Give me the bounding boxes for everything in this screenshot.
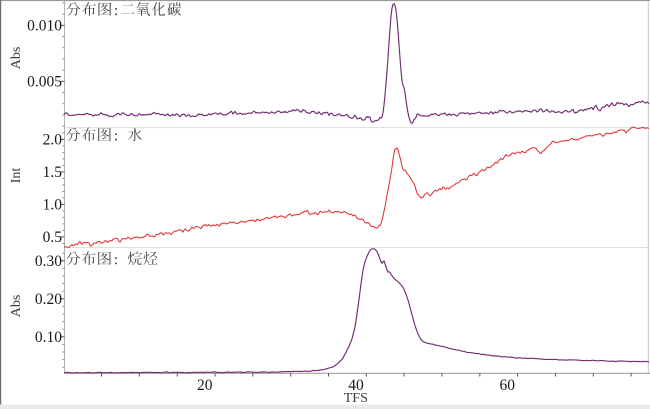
svg-text:1.0: 1.0 [43, 196, 63, 213]
svg-text:Int: Int [9, 168, 24, 184]
svg-text:Abs: Abs [9, 295, 24, 318]
svg-text:0.005: 0.005 [27, 73, 62, 90]
svg-text:Abs: Abs [9, 47, 24, 70]
svg-text:0.5: 0.5 [43, 229, 63, 246]
svg-text:0.30: 0.30 [35, 253, 62, 270]
svg-text:TFS: TFS [344, 391, 368, 406]
svg-text:40: 40 [348, 377, 364, 394]
svg-text:0.10: 0.10 [35, 329, 62, 346]
svg-text:20: 20 [197, 377, 213, 394]
svg-text:60: 60 [500, 377, 516, 394]
svg-text:0.010: 0.010 [27, 17, 62, 34]
svg-text:0.20: 0.20 [35, 291, 62, 308]
svg-text:2.0: 2.0 [43, 131, 63, 148]
svg-text:1.5: 1.5 [43, 164, 63, 181]
